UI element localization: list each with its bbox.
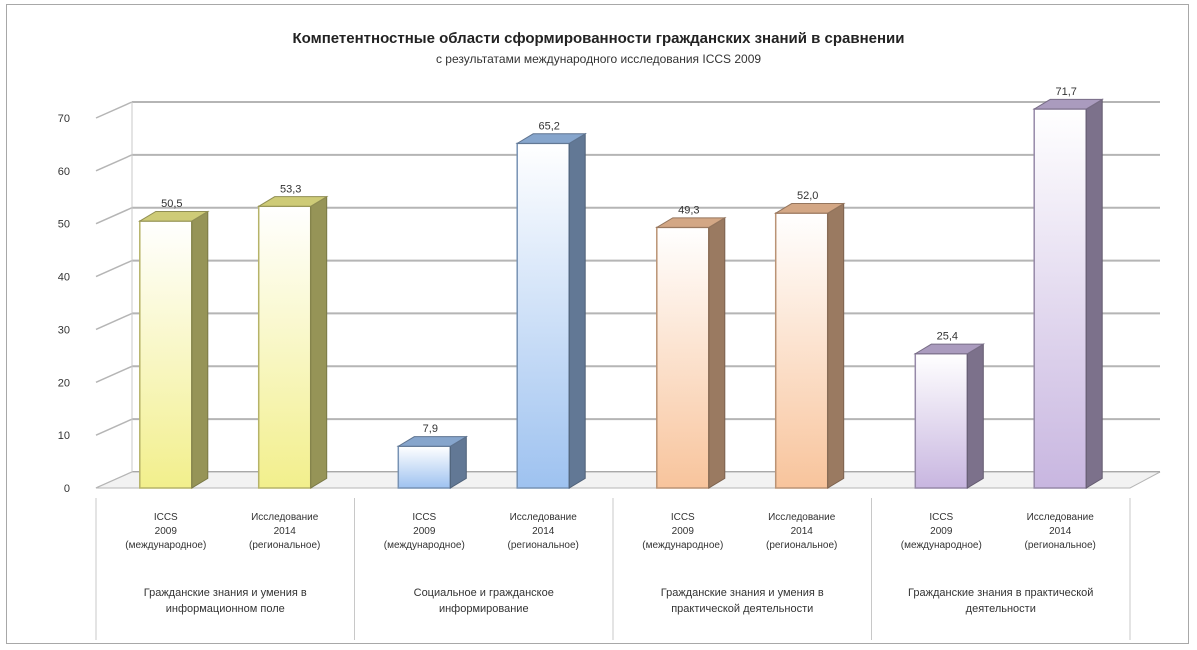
category-label: 2014 bbox=[532, 526, 555, 537]
bar-side bbox=[1085, 98, 1103, 489]
gridline-depth bbox=[95, 312, 133, 331]
category-label: (региональное) bbox=[508, 540, 579, 551]
group-label: Гражданские знания в практической bbox=[908, 587, 1093, 599]
gridline-depth bbox=[95, 101, 133, 119]
bar bbox=[914, 352, 969, 489]
y-tick-label: 60 bbox=[58, 166, 70, 178]
category-label: Исследование bbox=[768, 512, 836, 523]
y-tick-label: 30 bbox=[58, 324, 70, 336]
category-label: ICCS bbox=[671, 512, 695, 523]
category-label: ICCS bbox=[929, 512, 953, 523]
data-label: 53,3 bbox=[280, 183, 301, 195]
y-tick-label: 50 bbox=[58, 219, 70, 231]
data-label: 7,9 bbox=[423, 423, 438, 435]
bar bbox=[397, 445, 452, 489]
bar bbox=[139, 220, 193, 489]
data-label: 25,4 bbox=[937, 331, 958, 343]
bar-top bbox=[256, 196, 329, 207]
gridline-depth bbox=[95, 365, 133, 383]
bar-top bbox=[137, 210, 210, 222]
category-label: 2009 bbox=[155, 526, 178, 537]
group-label: информирование bbox=[439, 603, 529, 615]
bar-side bbox=[568, 132, 586, 489]
category-label: (региональное) bbox=[249, 540, 320, 551]
bar-side bbox=[966, 343, 984, 489]
category-label: 2014 bbox=[1049, 526, 1072, 537]
bar-top bbox=[773, 203, 846, 214]
category-label: (международное) bbox=[642, 540, 723, 551]
y-tick-label: 10 bbox=[58, 430, 70, 442]
gridline-depth bbox=[95, 259, 133, 278]
bar bbox=[257, 205, 312, 489]
data-label: 71,7 bbox=[1055, 86, 1076, 98]
category-label: Исследование bbox=[510, 512, 578, 523]
bar-top bbox=[654, 217, 727, 228]
chart-floor bbox=[95, 471, 1161, 489]
category-label: 2009 bbox=[672, 526, 695, 537]
chart-subtitle: с результатами международного исследован… bbox=[435, 52, 762, 66]
bar bbox=[516, 142, 570, 489]
bar-top bbox=[913, 343, 986, 355]
category-label: (международное) bbox=[125, 540, 206, 551]
category-label: (региональное) bbox=[1025, 540, 1096, 551]
gridline-depth bbox=[95, 154, 133, 172]
gridline-depth bbox=[95, 207, 133, 225]
group-label: Гражданские знания и умения в bbox=[144, 587, 307, 599]
bar bbox=[774, 212, 829, 489]
category-label: ICCS bbox=[412, 512, 436, 523]
chart-title: Компетентностные области сформированност… bbox=[292, 30, 905, 47]
category-label: 2014 bbox=[274, 526, 297, 537]
gridline-depth bbox=[95, 418, 133, 436]
group-label: практической деятельности bbox=[671, 603, 813, 615]
y-tick-label: 20 bbox=[58, 377, 70, 389]
data-label: 52,0 bbox=[797, 190, 818, 202]
data-label: 65,2 bbox=[538, 120, 559, 132]
bar bbox=[1033, 108, 1087, 489]
category-label: (региональное) bbox=[766, 540, 837, 551]
bar bbox=[656, 226, 710, 489]
category-label: 2009 bbox=[413, 526, 436, 537]
data-label: 50,5 bbox=[161, 198, 182, 210]
group-label: информационном поле bbox=[166, 603, 285, 615]
data-label: 49,3 bbox=[678, 204, 699, 216]
category-label: (международное) bbox=[384, 540, 465, 551]
category-label: (международное) bbox=[901, 540, 982, 551]
bar-side bbox=[310, 195, 328, 489]
group-label: деятельности bbox=[966, 603, 1036, 615]
group-label: Социальное и гражданское bbox=[414, 587, 554, 599]
y-tick-label: 70 bbox=[58, 113, 70, 125]
category-label: 2014 bbox=[791, 526, 814, 537]
y-tick-label: 40 bbox=[58, 272, 70, 284]
y-tick-label: 0 bbox=[64, 483, 70, 495]
bar-side bbox=[827, 202, 845, 489]
bar-top bbox=[515, 133, 588, 144]
category-label: Исследование bbox=[1027, 512, 1095, 523]
category-label: Исследование bbox=[251, 512, 319, 523]
bar-side bbox=[708, 216, 726, 489]
bar-side bbox=[191, 210, 209, 489]
bar-top bbox=[396, 436, 469, 447]
category-label: 2009 bbox=[930, 526, 953, 537]
group-label: Гражданские знания и умения в bbox=[661, 587, 824, 599]
category-label: ICCS bbox=[154, 512, 178, 523]
bar-top bbox=[1032, 98, 1105, 110]
